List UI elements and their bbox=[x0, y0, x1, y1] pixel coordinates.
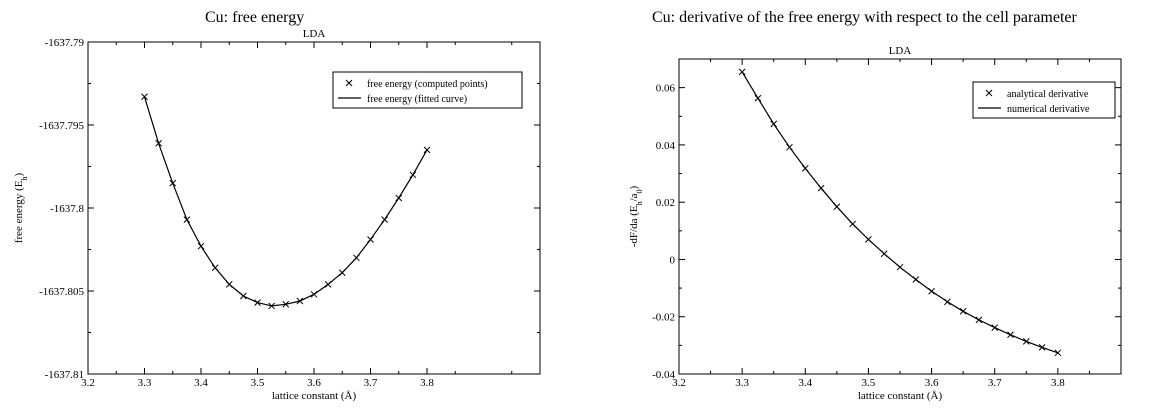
chart-1-x-tick-label: 3.7 bbox=[364, 377, 378, 389]
chart-1-subtitle: LDA bbox=[303, 28, 326, 40]
chart-1-y-axis-label: free energy (Eh) bbox=[13, 172, 29, 243]
chart-2-y-axis-label-subscript: 0 bbox=[635, 189, 644, 193]
chart-1-x-tick-label: 3.4 bbox=[194, 377, 208, 389]
chart-2-y-axis-label-part: -dF/da (E bbox=[628, 205, 640, 247]
chart-2-y-axis-label: -dF/da (Eh/a0) bbox=[628, 185, 644, 247]
chart-2-subtitle: LDA bbox=[889, 45, 912, 57]
chart-2-x-axis-label: lattice constant (Å) bbox=[858, 390, 943, 402]
chart-2-y-tick-label: -0.02 bbox=[652, 312, 675, 324]
chart-2-x-tick-label: 3.6 bbox=[925, 377, 939, 389]
chart-1-y-tick-label: -1637.81 bbox=[45, 369, 84, 381]
chart-1-y-tick-label: -1637.805 bbox=[39, 286, 84, 298]
chart-1-x-axis-label: lattice constant (Å) bbox=[272, 390, 357, 402]
chart-2-y-tick-label: -0.04 bbox=[652, 369, 675, 381]
chart-1-legend-label: free energy (computed points) bbox=[367, 79, 488, 90]
chart-1-y-tick-label: -1637.795 bbox=[39, 120, 84, 132]
chart-2-x-tick-label: 3.8 bbox=[1051, 377, 1065, 389]
chart-1-y-axis-label-part: ) bbox=[13, 172, 25, 176]
chart-1-x-tick-label: 3.5 bbox=[251, 377, 265, 389]
chart-1-x-tick-label: 3.2 bbox=[81, 377, 95, 389]
chart-2-x-tick-label: 3.2 bbox=[672, 377, 686, 389]
chart-1-y-tick-label: -1637.79 bbox=[45, 37, 85, 49]
chart-2-y-axis-label-part: /a bbox=[628, 193, 640, 201]
chart-2-y-tick-label: 0 bbox=[670, 254, 676, 266]
chart-1-x-tick-label: 3.8 bbox=[420, 377, 434, 389]
chart-2-y-tick-label: 0.02 bbox=[656, 197, 675, 209]
chart-2-y-axis-label-part: ) bbox=[628, 185, 640, 189]
chart-2-group: LDA 3.2 3.3 3.4 3.5 3.6 3.7 3.8 -0.04 -0.02 0 0.02 0… bbox=[628, 45, 1122, 402]
chart-2-legend-label: analytical derivative bbox=[1007, 89, 1089, 100]
chart-2-y-tick-label: 0.04 bbox=[656, 140, 676, 152]
chart-2-series-line bbox=[741, 71, 1059, 354]
chart-2-legend-marker-swatch bbox=[985, 89, 993, 97]
chart-1-data-point-x-marker bbox=[141, 93, 148, 101]
chart-1-series-line bbox=[143, 96, 428, 307]
chart-1-title: Cu: free energy bbox=[205, 9, 305, 26]
chart-1-y-axis-label-part: free energy (E bbox=[13, 180, 25, 243]
chart-2-legend-box bbox=[972, 81, 1116, 119]
chart-2-title: Cu: derivative of the free energy with r… bbox=[652, 9, 1077, 26]
chart-2-x-tick-label: 3.4 bbox=[798, 377, 812, 389]
chart-1-x-tick-label: 3.6 bbox=[307, 377, 321, 389]
chart-2-x-tick-label: 3.3 bbox=[735, 377, 749, 389]
chart-2-y-axis-label-subscript: h bbox=[635, 201, 644, 205]
chart-1-legend-label: free energy (fitted curve) bbox=[367, 94, 467, 105]
chart-1-group: LDA 3.2 3.3 3.4 3.5 3.6 3.7 3.8 -1637.81 -1637.80… bbox=[13, 28, 541, 402]
chart-2-x-tick-label: 3.7 bbox=[988, 377, 1002, 389]
chart-1-legend-box bbox=[332, 71, 523, 109]
chart-2-y-tick-label: 0.06 bbox=[656, 83, 676, 95]
chart-1-y-axis-label-subscript: h bbox=[20, 176, 29, 180]
chart-2-legend-label: numerical derivative bbox=[1007, 104, 1090, 115]
chart-2-x-tick-label: 3.5 bbox=[862, 377, 876, 389]
chart-1-y-tick-label: -1637.8 bbox=[50, 203, 84, 215]
chart-1-legend-marker-swatch bbox=[345, 79, 353, 87]
chart-1-x-tick-label: 3.3 bbox=[138, 377, 152, 389]
